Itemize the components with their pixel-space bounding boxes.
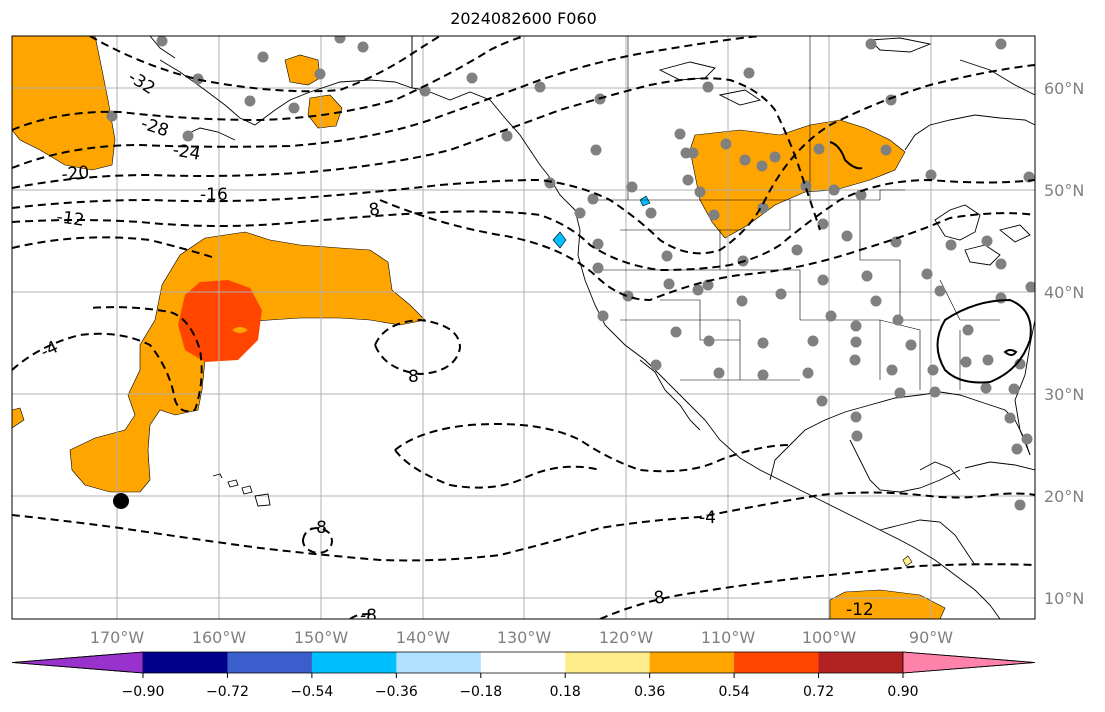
colorbar-segment [818,652,904,673]
anomaly-region-alaska-1 [284,54,321,86]
colorbar-segment [480,652,566,673]
lon-label: 160°W [192,628,247,647]
contour-label: -8 [360,606,377,626]
colorbar-tick-label: −0.90 [122,684,165,700]
lon-label: 150°W [294,628,349,647]
lat-label: 60°N [1044,79,1084,98]
lat-label: 50°N [1044,181,1084,200]
anomaly-region-negative-2 [639,195,651,207]
colorbar-extend-low [11,651,144,674]
colorbar-segment [565,652,651,673]
contour-label: -4 [699,508,716,528]
colorbar-segment [734,652,820,673]
colorbar-segment [649,652,735,673]
longitude-labels: 170°W 160°W 150°W 140°W 130°W 120°W 110°… [90,628,953,647]
lat-label: 40°N [1044,283,1084,302]
colorbar-tick-label: 0.36 [634,684,665,700]
anomaly-fill-layer [12,36,946,619]
lon-label: 110°W [701,628,756,647]
anomaly-region-negative-1 [552,231,567,249]
map-title: 2024082600 F060 [450,9,597,28]
colorbar-tick-label: −0.36 [375,684,418,700]
anomaly-region-pacific-edge [12,407,25,429]
lon-label: 140°W [396,628,451,647]
colorbar-segments [11,651,1036,674]
colorbar-tick-label: 0.72 [803,684,834,700]
anomaly-region-eastern-pacific [829,589,946,619]
colorbar-tick-label: 0.54 [719,684,750,700]
lat-label: 30°N [1044,385,1084,404]
anomaly-region-strong [178,280,262,362]
contour-labels: -32 -28 -24 -20 -16 -12 8 -4 8 -8 -4 8 -… [38,67,874,626]
contour-label: 8 [652,587,666,609]
contour-label: -12 [846,600,874,620]
solid-contours [829,141,1032,384]
station-markers [106,36,1035,511]
political-borders [411,36,1000,390]
dashed-contours [12,36,1035,619]
anomaly-region-canada [689,119,906,239]
lon-label: 130°W [497,628,552,647]
lat-label: 10°N [1044,589,1084,608]
graticule [12,36,1035,619]
lat-label: 20°N [1044,487,1084,506]
coastlines [149,36,1035,619]
colorbar-extend-high [902,651,1036,674]
colorbar-tick-label: −0.54 [290,684,333,700]
highlight-station-marker [113,493,129,509]
colorbar-tick-label: 0.90 [887,684,918,700]
lon-label: 120°W [599,628,654,647]
colorbar-segment [396,652,482,673]
colorbar-segment [311,652,397,673]
colorbar-tick-label: 0.18 [550,684,581,700]
latitude-labels: 60°N 50°N 40°N 30°N 20°N 10°N [1044,79,1084,608]
colorbar-segment [227,652,313,673]
map-frame [11,35,1036,620]
lon-label: 170°W [90,628,145,647]
contour-label: -20 [61,163,90,185]
anomaly-region-bering [12,36,116,171]
contour-label: 8 [408,367,419,387]
lon-label: 90°W [909,628,953,647]
anomaly-region-alaska-2 [307,94,343,129]
contour-label: -16 [200,185,228,205]
contour-label: -4 [38,337,62,362]
lon-label: 100°W [802,628,857,647]
contour-label: 8 [367,199,381,221]
colorbar-segment [143,652,228,673]
colorbar-tick-label: −0.72 [206,684,249,700]
colorbar: −0.90 −0.72 −0.54 −0.36 −0.18 0.18 0.36 0.54 0.7… [11,651,1036,700]
colorbar-tick-label: −0.18 [459,684,502,700]
colorbar-ticks: −0.90 −0.72 −0.54 −0.36 −0.18 0.18 0.36 0.54 0.7… [122,673,919,700]
contour-label: -12 [55,207,85,231]
contour-label: -24 [171,140,202,165]
anomaly-region-pacific [69,231,426,493]
contour-label: -8 [310,518,327,538]
